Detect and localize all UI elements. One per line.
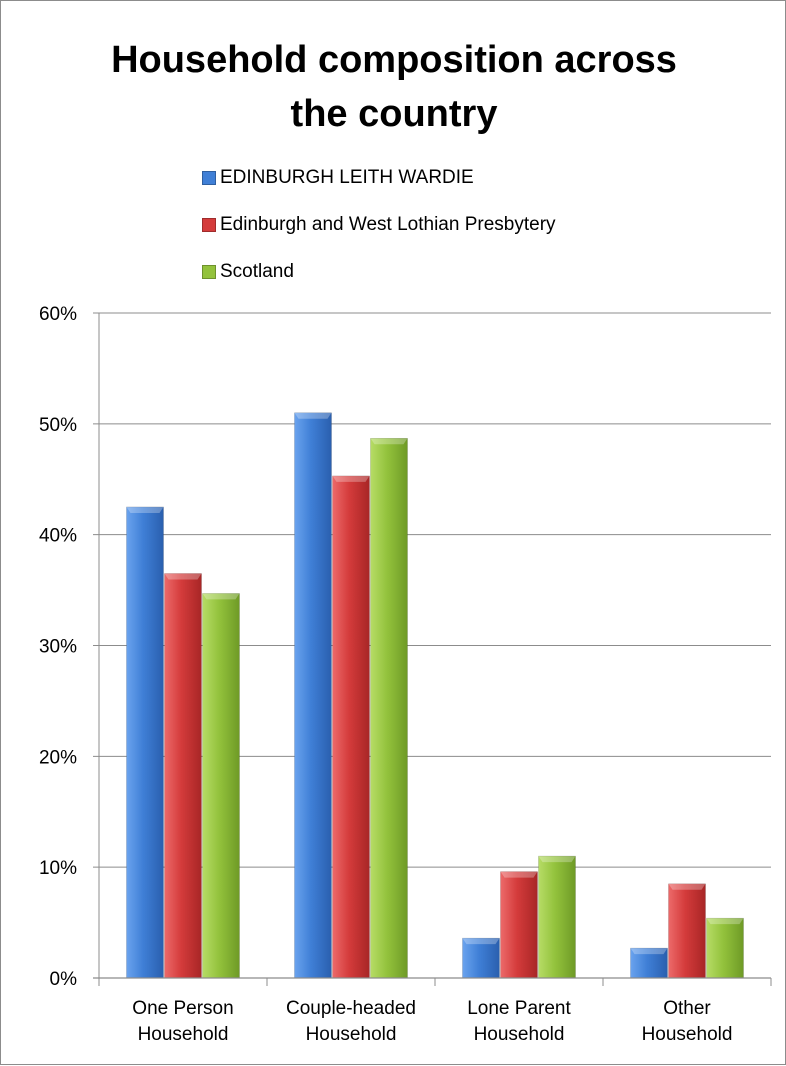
y-tick-label: 40% [39,526,77,547]
bar-3-2 [706,917,744,979]
bar-2-1 [500,871,538,979]
legend-label: Scotland [220,261,294,282]
legend-swatch-green [202,265,216,279]
chart-title: Household composition across the country [1,33,786,141]
bar-highlight [538,856,576,863]
legend-swatch-red [202,218,216,232]
chart-legend: EDINBURGH LEITH WARDIE Edinburgh and Wes… [202,166,556,307]
bar-1-1 [332,475,370,979]
bar-1-2 [370,437,408,979]
bar-highlight [126,506,164,513]
legend-label: EDINBURGH LEITH WARDIE [220,167,474,188]
x-tick-label: Lone Parent [467,998,571,1019]
x-tick-label: One Person [132,998,233,1019]
y-tick-label: 30% [39,637,77,658]
bar-1-0 [294,412,332,979]
legend-label: Edinburgh and West Lothian Presbytery [220,214,556,235]
bars [126,412,744,979]
bar-highlight [500,871,538,878]
x-tick-label: Other [663,998,711,1019]
bar-3-0 [630,947,668,979]
bar-highlight [630,948,668,955]
x-tick-label: Household [474,1024,565,1045]
x-tick-label: Household [642,1024,733,1045]
y-tick-label: 10% [39,858,77,879]
y-tick-label: 0% [50,969,78,990]
bar-highlight [164,573,202,580]
bar-highlight [202,593,240,600]
bar-0-0 [126,506,164,979]
legend-item-edinburgh-leith-wardie: EDINBURGH LEITH WARDIE [202,166,556,190]
legend-item-presbytery: Edinburgh and West Lothian Presbytery [202,213,556,237]
x-tick-label: Household [306,1024,397,1045]
chart-title-line-2: the country [290,93,498,135]
bar-2-0 [462,937,500,979]
bar-3-1 [668,883,706,979]
y-tick-label: 50% [39,415,77,436]
x-tick-label: Couple-headed [286,998,416,1019]
y-tick-label: 20% [39,747,77,768]
bar-2-2 [538,855,576,979]
legend-item-scotland: Scotland [202,260,556,284]
bar-highlight [706,918,744,925]
bar-0-1 [164,573,202,979]
y-tick-label: 60% [39,304,77,325]
x-tick-label: Household [138,1024,229,1045]
bar-highlight [668,883,706,890]
legend-swatch-blue [202,171,216,185]
chart-title-line-1: Household composition across [111,39,677,81]
bar-highlight [332,475,370,482]
bar-highlight [370,438,408,445]
bar-highlight [294,412,332,419]
axes: 0% 10% 20% 30% 40% 50% 60% One Person Household C… [39,304,772,1045]
bar-highlight [462,938,500,945]
bar-0-2 [202,593,240,979]
